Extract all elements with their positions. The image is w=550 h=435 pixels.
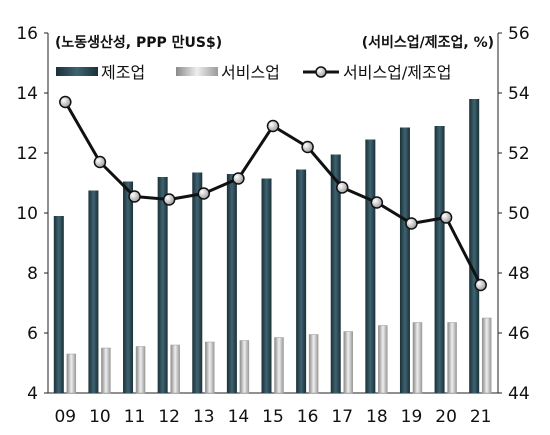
bar-services — [239, 340, 250, 394]
left-axis-title: (노동생산성, PPP 만US$) — [55, 34, 222, 51]
point-ratio — [335, 181, 349, 194]
bar-manufacturing — [261, 178, 272, 393]
x-tick-label: 21 — [470, 407, 492, 427]
bar-services — [135, 346, 146, 394]
bar-services — [481, 317, 492, 394]
legend-swatch-ratio-marker — [315, 66, 327, 78]
x-tick-label: 19 — [401, 407, 423, 427]
legend-swatch-services — [176, 67, 218, 76]
x-tick-label: 13 — [193, 407, 215, 427]
line-layer — [59, 95, 487, 292]
bar-services — [308, 334, 319, 394]
bar-manufacturing — [399, 127, 410, 393]
x-tick-label: 11 — [124, 407, 146, 427]
bar-manufacturing — [226, 174, 237, 393]
right-tick-label: 46 — [508, 324, 530, 344]
left-tick-label: 8 — [27, 264, 38, 284]
point-ratio — [439, 211, 453, 224]
bar-manufacturing — [192, 172, 203, 393]
x-tick-label: 14 — [228, 407, 250, 427]
right-axis-ticks: 44 46 48 50 52 54 56 — [498, 24, 530, 404]
plot-area — [47, 33, 499, 394]
point-ratio — [197, 187, 211, 200]
point-ratio — [370, 196, 384, 209]
bar-manufacturing — [469, 99, 480, 393]
x-tick-label: 20 — [435, 407, 457, 427]
bar-services — [205, 341, 215, 394]
left-tick-label: 16 — [16, 24, 38, 44]
point-ratio — [232, 172, 245, 185]
x-tick-label: 09 — [54, 407, 76, 427]
point-ratio — [266, 119, 280, 133]
x-axis-ticks: 09 10 11 12 13 14 15 16 17 18 19 20 21 — [54, 407, 491, 427]
x-tick-label: 16 — [297, 407, 319, 427]
bar-manufacturing — [296, 169, 307, 393]
x-tick-label: 18 — [366, 407, 388, 427]
bar-manufacturing — [330, 154, 341, 393]
bar-manufacturing — [123, 181, 134, 393]
x-tick-label: 12 — [158, 407, 180, 427]
bar-services — [101, 347, 111, 394]
right-axis-title: (서비스업/제조업, %) — [362, 35, 494, 51]
bar-manufacturing — [157, 177, 168, 393]
bar-services — [66, 353, 77, 394]
point-ratio — [301, 140, 314, 154]
right-tick-label: 54 — [508, 84, 530, 104]
bar-services — [274, 337, 284, 394]
right-tick-label: 56 — [508, 24, 530, 44]
x-tick-label: 15 — [262, 407, 284, 427]
right-tick-label: 48 — [508, 264, 530, 284]
x-tick-label: 10 — [89, 407, 111, 427]
point-ratio — [162, 193, 176, 206]
bar-services — [343, 331, 353, 394]
bar-manufacturing — [365, 139, 376, 393]
left-tick-label: 6 — [27, 324, 38, 344]
point-ratio — [59, 95, 72, 109]
x-tick-label: 17 — [331, 407, 353, 427]
bar-manufacturing — [53, 216, 64, 393]
point-ratio — [405, 217, 418, 230]
right-tick-label: 50 — [508, 204, 530, 224]
bar-services — [447, 322, 457, 394]
legend-swatch-manufacturing — [56, 67, 98, 76]
left-tick-label: 10 — [16, 204, 38, 224]
bar-services — [412, 322, 423, 394]
point-ratio — [128, 190, 141, 203]
point-ratio — [474, 278, 487, 292]
left-tick-label: 12 — [16, 144, 38, 164]
left-axis-ticks: 4 6 8 10 12 14 16 — [16, 24, 48, 404]
right-tick-label: 52 — [508, 144, 530, 164]
bar-manufacturing — [88, 190, 99, 393]
bar-manufacturing — [434, 126, 445, 393]
point-ratio — [93, 155, 107, 169]
legend-label-ratio: 서비스업/제조업 — [343, 63, 451, 82]
bar-services — [378, 325, 388, 394]
legend: 제조업 서비스업 서비스업/제조업 — [56, 63, 451, 82]
legend-label-services: 서비스업 — [221, 63, 280, 82]
left-tick-label: 4 — [27, 384, 38, 404]
bar-services — [170, 344, 180, 394]
left-tick-label: 14 — [16, 84, 38, 104]
bars-layer — [53, 99, 492, 394]
legend-label-manufacturing: 제조업 — [101, 63, 145, 82]
right-tick-label: 44 — [508, 384, 530, 404]
